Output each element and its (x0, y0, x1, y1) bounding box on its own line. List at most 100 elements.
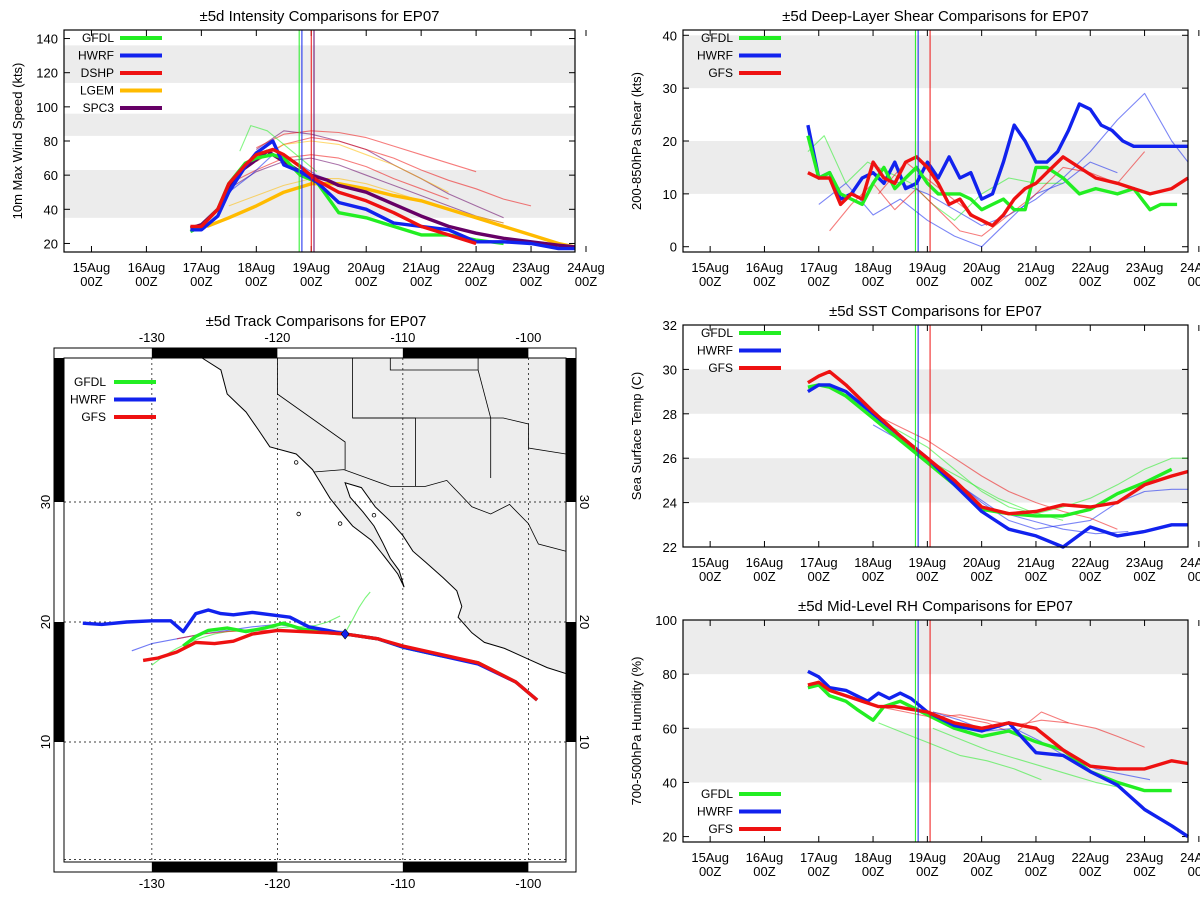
sst-series-gfs (807, 369, 1189, 516)
shear-xtick-hour-9: 00Z (1188, 274, 1200, 289)
lon-label-bottom-0: -130 (139, 876, 165, 891)
intensity-series-lgem (206, 181, 576, 249)
sst-legend-label-gfdl: GFDL (701, 326, 733, 340)
rh-ytick-label-3: 80 (663, 667, 677, 682)
lat-label-left-0: 10 (38, 735, 53, 749)
track-gfdl-3- (344, 591, 371, 634)
shear-frame (682, 29, 1189, 253)
shear-ylabel: 200-850hPa Shear (kts) (629, 72, 644, 210)
shear-xtick-hour-5: 00Z (970, 274, 992, 289)
lat-label-right-1: 20 (577, 615, 592, 629)
map-border-right-1 (566, 622, 576, 742)
lon-label-top-3: -100 (515, 330, 541, 345)
sst-xtick-day-9: 24Aug (1180, 555, 1200, 570)
rh-xtick-hour-0: 00Z (699, 864, 721, 879)
rh-ytick-label-0: 20 (663, 830, 677, 845)
shear-xtick-hour-8: 00Z (1133, 274, 1155, 289)
map-border-left-3 (54, 358, 64, 502)
lat-label-right-2: 30 (577, 495, 592, 509)
intensity-legend-label-lgem: LGEM (80, 84, 114, 98)
intensity-series-gfdl-2- (239, 125, 318, 173)
shear-xtick-day-4: 19Aug (909, 260, 947, 275)
shear-xtick-day-5: 20Aug (963, 260, 1001, 275)
land-mass (200, 357, 567, 675)
shear-xtick-hour-6: 00Z (1025, 274, 1047, 289)
rh-xtick-hour-7: 00Z (1079, 864, 1101, 879)
sst-xtick-day-2: 17Aug (800, 555, 838, 570)
shear-band-1 (683, 35, 1188, 89)
island-1 (371, 513, 377, 518)
intensity-ytick-label-5: 120 (36, 66, 58, 81)
intensity-frame (63, 29, 576, 253)
map-border-top-1 (151, 348, 278, 358)
rh-xtick-hour-9: 00Z (1188, 864, 1200, 879)
sst-ytick-label-5: 32 (663, 318, 677, 333)
shear-xtick-day-8: 23Aug (1126, 260, 1164, 275)
intensity-series-spc3-3- (228, 157, 504, 224)
lon-label-top-0: -130 (139, 330, 165, 345)
shear-xtick-hour-1: 00Z (753, 274, 775, 289)
sst-legend-label-hwrf: HWRF (697, 344, 733, 358)
island-3 (293, 460, 299, 465)
rh-ylabel: 700-500hPa Humidity (%) (629, 657, 644, 806)
sst-xtick-day-4: 19Aug (909, 555, 947, 570)
shear-xtick-day-0: 15Aug (691, 260, 729, 275)
intensity-ytick-label-3: 80 (44, 134, 58, 149)
map-border-top-3 (402, 348, 529, 358)
map-outer-frame (53, 347, 577, 873)
sst-ytick-label-2: 26 (663, 451, 677, 466)
intensity-series-dshp-4- (228, 154, 449, 200)
lon-label-bottom-2: -110 (390, 876, 415, 891)
shear-title: ±5d Deep-Layer Shear Comparisons for EP0… (782, 8, 1089, 25)
rh-ytick-label-2: 60 (663, 721, 677, 736)
rh-xtick-day-0: 15Aug (691, 850, 729, 865)
intensity-ytick-label-1: 40 (44, 202, 58, 217)
intensity-xtick-day-3: 18Aug (238, 260, 276, 275)
intensity-ylabel: 10m Max Wind Speed (kts) (10, 63, 25, 220)
shear-series-hwrf-2- (872, 92, 1189, 227)
rh-xtick-hour-8: 00Z (1133, 864, 1155, 879)
rh-xtick-day-2: 17Aug (800, 850, 838, 865)
shear-legend-label-hwrf: HWRF (697, 49, 733, 63)
shear-series-gfs (807, 155, 1189, 228)
sst-series-gfs-2- (872, 413, 1118, 530)
intensity-xtick-hour-8: 00Z (520, 274, 542, 289)
intensity-xtick-hour-0: 00Z (80, 274, 102, 289)
rh-ytick-label-4: 100 (655, 613, 677, 628)
intensity-xtick-hour-7: 00Z (465, 274, 487, 289)
intensity-series-lgem-3- (256, 140, 449, 193)
shear-xtick-day-7: 22Aug (1071, 260, 1109, 275)
rh-series-gfdl-2- (878, 722, 1042, 781)
rh-xtick-day-9: 24Aug (1180, 850, 1200, 865)
sst-xtick-hour-4: 00Z (916, 569, 938, 584)
sst-frame (682, 324, 1189, 548)
rh-xtick-hour-4: 00Z (916, 864, 938, 879)
intensity-xtick-day-5: 20Aug (347, 260, 385, 275)
storm-position-marker (340, 628, 350, 640)
intensity-xtick-day-7: 22Aug (457, 260, 495, 275)
sst-chart: ±5d SST Comparisons for EP07 Sea Surface … (629, 303, 1200, 584)
rh-band-0 (683, 728, 1188, 783)
intensity-xtick-day-2: 17Aug (183, 260, 221, 275)
intensity-ytick-label-6: 140 (36, 32, 58, 47)
rh-title: ±5d Mid-Level RH Comparisons for EP07 (798, 598, 1073, 615)
intensity-chart: ±5d Intensity Comparisons for EP07 10m Ma… (10, 8, 605, 289)
rh-xtick-hour-5: 00Z (970, 864, 992, 879)
lat-label-left-2: 30 (38, 495, 53, 509)
sst-xtick-hour-1: 00Z (753, 569, 775, 584)
rh-xtick-hour-3: 00Z (862, 864, 884, 879)
sst-series-gfdl-2- (872, 417, 1188, 515)
sst-legend-label-gfs: GFS (708, 361, 733, 375)
island-0 (296, 511, 301, 517)
intensity-xtick-day-9: 24Aug (567, 260, 605, 275)
shear-legend-label-gfdl: GFDL (701, 31, 733, 45)
rh-chart: ±5d Mid-Level RH Comparisons for EP07 700… (629, 598, 1200, 879)
lat-label-left-1: 20 (38, 615, 53, 629)
rh-legend-label-hwrf: HWRF (697, 805, 733, 819)
sst-xtick-day-0: 15Aug (691, 555, 729, 570)
track-title: ±5d Track Comparisons for EP07 (206, 313, 427, 330)
shear-xtick-hour-0: 00Z (699, 274, 721, 289)
track-gfs (142, 628, 539, 702)
shear-xtick-day-6: 21Aug (1017, 260, 1055, 275)
map-border-bottom-3 (402, 862, 529, 872)
